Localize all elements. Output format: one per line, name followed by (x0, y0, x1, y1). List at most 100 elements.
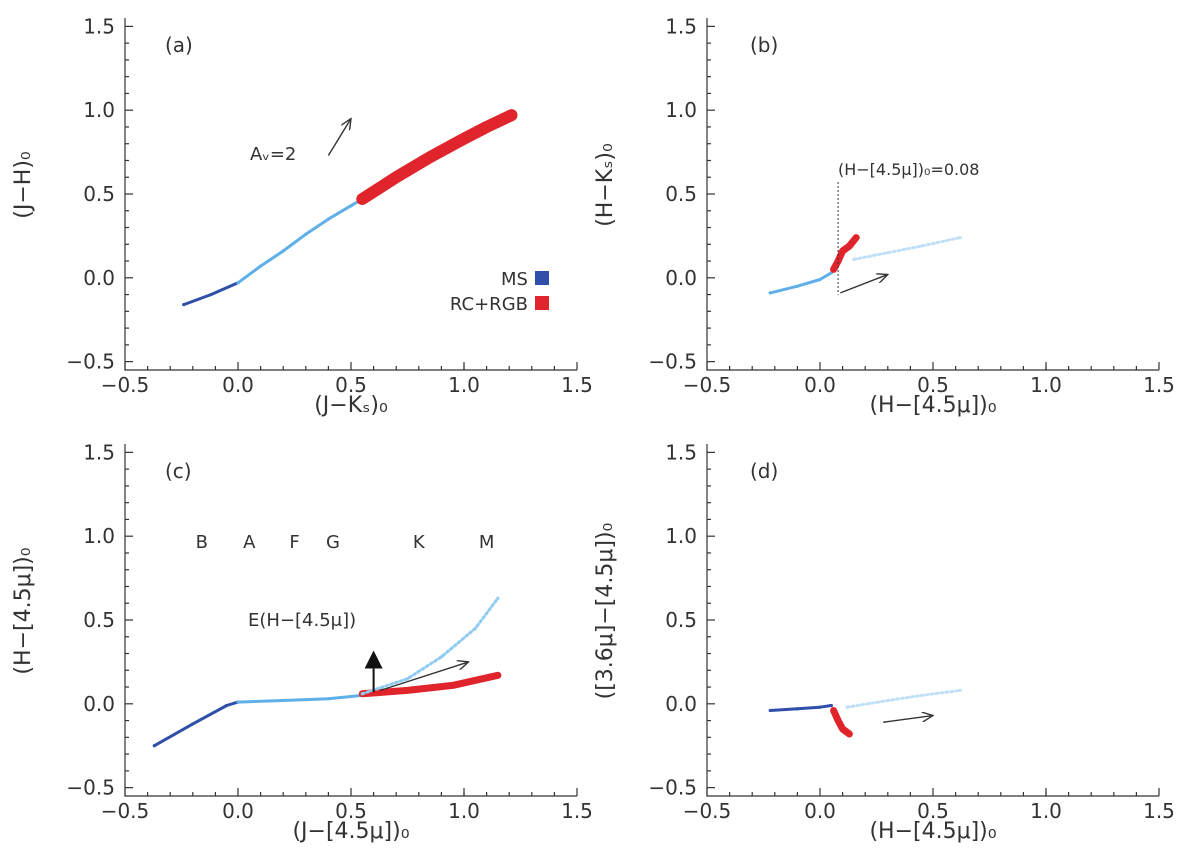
data-point (509, 113, 514, 117)
x-tick-label: 0.0 (804, 799, 836, 823)
excess-triangle-marker (364, 650, 383, 669)
x-tick-label: 1.0 (1030, 799, 1062, 823)
data-point (847, 732, 851, 736)
y-tick-label: 1.0 (83, 524, 115, 548)
x-axis-label: (J−[4.5μ])₀ (292, 819, 409, 844)
x-axis-label: (H−[4.5μ])₀ (869, 819, 996, 844)
x-tick-label: 1.0 (448, 373, 480, 397)
x-tick-label: 1.0 (1030, 373, 1062, 397)
y-axis-label: ([3.6μ]−[4.5μ])₀ (593, 522, 618, 699)
data-point (360, 692, 364, 696)
spectral-type-label: G (326, 532, 340, 553)
data-point (152, 744, 156, 748)
panel-label: (a) (165, 33, 193, 57)
data-point (886, 251, 890, 255)
y-tick-label: 1.5 (665, 440, 697, 464)
data-point (958, 688, 962, 693)
data-point (829, 703, 833, 708)
reddening-vector-arrow (840, 274, 887, 294)
data-point (841, 727, 845, 731)
data-point (836, 718, 840, 723)
reddening-vector-arrow (327, 119, 351, 156)
axis-frame (124, 18, 577, 371)
y-tick-label: 1.0 (665, 98, 697, 122)
x-tick-label: 1.5 (1143, 799, 1175, 823)
data-point (818, 277, 822, 282)
data-point (182, 303, 186, 307)
data-point (326, 217, 330, 221)
x-tick-label: −0.5 (683, 373, 732, 397)
data-point (831, 267, 836, 272)
data-point (920, 693, 924, 698)
spectral-type-label: K (413, 532, 426, 553)
data-point (958, 235, 962, 240)
series-ms (236, 197, 364, 285)
data-point (854, 235, 858, 240)
panel-label: (b) (750, 33, 778, 57)
data-point (852, 257, 856, 261)
x-tick-label: 1.0 (448, 799, 480, 823)
data-point (405, 688, 410, 693)
data-point (304, 232, 308, 236)
data-point (847, 244, 851, 248)
panel-a: (a) (J−Kₛ)₀ (J−H)₀ MS RC+RGB Aᵥ=2 −0.5 0.… (11, 14, 593, 418)
data-point (768, 708, 772, 713)
y-axis-label: (H−Kₛ)₀ (593, 143, 618, 227)
y-tick-label: −0.5 (66, 350, 115, 374)
data-point (485, 125, 489, 129)
y-tick-label: 1.0 (83, 98, 115, 122)
data-point (428, 155, 432, 159)
data-point (236, 281, 240, 285)
x-tick-label: −0.5 (101, 373, 150, 397)
legend-swatch-ms (535, 271, 549, 285)
data-point (841, 249, 845, 253)
data-point (439, 655, 443, 659)
data-point (473, 626, 477, 630)
x-tick-label: 0.5 (917, 799, 949, 823)
data-point (349, 204, 353, 208)
reddening-vector-arrow (883, 716, 933, 723)
y-axis-label: (H−[4.5μ])₀ (11, 547, 36, 674)
data-point (795, 707, 800, 711)
x-tick-label: −0.5 (101, 799, 150, 823)
data-point (451, 683, 455, 687)
y-tick-label: 1.5 (665, 14, 697, 38)
data-point (831, 708, 836, 713)
data-point (326, 697, 330, 701)
data-point (818, 705, 822, 709)
data-point (394, 175, 398, 179)
data-point (920, 244, 924, 248)
x-tick-label: 1.5 (1143, 373, 1175, 397)
y-tick-label: −0.5 (648, 350, 697, 374)
series-rc-rgb (830, 707, 853, 738)
series-faint (845, 688, 962, 709)
y-tick-label: 0.0 (83, 266, 115, 290)
axis-frame (706, 444, 1159, 797)
panel-label: (d) (750, 459, 778, 483)
x-tick-label: 0.0 (222, 799, 254, 823)
series-ms (152, 700, 240, 748)
data-point (496, 596, 500, 600)
data-point (795, 284, 800, 288)
y-tick-label: 1.5 (83, 14, 115, 38)
x-tick-label: 1.5 (561, 799, 593, 823)
x-axis-label: (J−Kₛ)₀ (314, 393, 388, 418)
y-tick-label: 0.0 (665, 692, 697, 716)
data-point (281, 698, 285, 703)
data-point (225, 703, 229, 708)
data-point (236, 700, 240, 704)
y-axis-label: (J−H)₀ (11, 151, 36, 219)
y-tick-label: 0.0 (665, 266, 697, 290)
series-ms (236, 693, 364, 704)
data-point (768, 291, 772, 295)
panel-label: (c) (165, 459, 192, 483)
series-rc-rgb (358, 671, 502, 698)
threshold-annotation: (H−[4.5μ])₀=0.08 (838, 160, 979, 179)
series-rc-rgb (356, 109, 518, 205)
data-point (496, 673, 500, 677)
reddening-vector-label: Aᵥ=2 (250, 144, 296, 165)
x-tick-label: 0.0 (804, 373, 836, 397)
data-point (259, 264, 263, 268)
x-axis-label: (H−[4.5μ])₀ (869, 393, 996, 418)
